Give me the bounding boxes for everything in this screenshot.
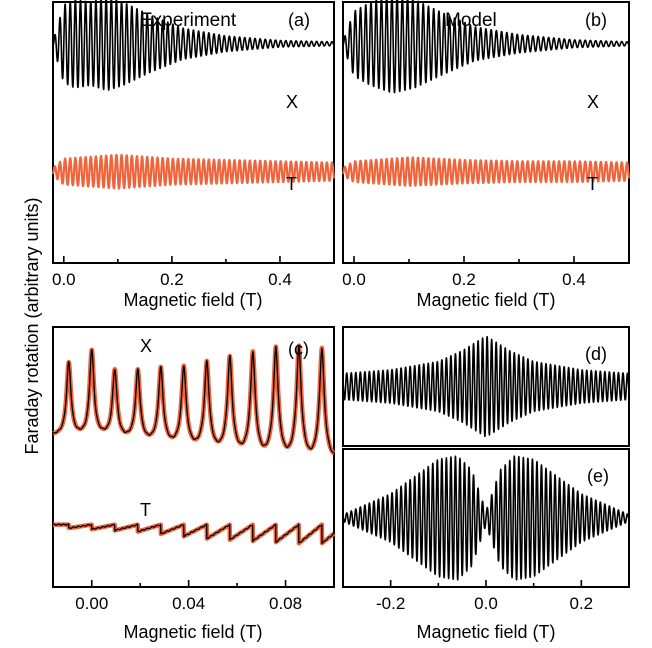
panel-e-x-tick-label: 0.2 xyxy=(570,594,594,613)
panel-a-title: Experiment xyxy=(140,10,237,31)
panel-b-series-x-label: X xyxy=(587,92,599,112)
panel-a-series-t-line xyxy=(51,153,336,190)
panel-b-label: (b) xyxy=(585,10,607,30)
panel-a-series-x-label: X xyxy=(286,92,298,112)
panel-e: -0.2 0.0 0.2 (e) Magnetic field (T) xyxy=(342,448,630,642)
panel-a-label: (a) xyxy=(288,10,310,30)
panel-c-label: (c) xyxy=(288,339,309,359)
panel-b-x-tick-label: 0.2 xyxy=(452,270,476,289)
panel-b-x-tick-label: 0.0 xyxy=(342,270,366,289)
panel-d-series-trace-line xyxy=(342,335,630,438)
panel-a-x-tick-label: 0.0 xyxy=(52,270,76,289)
panel-b-x-tick-label: 0.4 xyxy=(562,270,586,289)
panel-a-series-x-line xyxy=(52,0,335,91)
panel-e-x-tick-label: -0.2 xyxy=(376,594,405,613)
panel-c-series-x-experiment-line xyxy=(52,344,335,454)
panel-d-label: (d) xyxy=(585,344,607,364)
panel-c-x-tick-label: 0.00 xyxy=(75,594,108,613)
panel-c-series-t-model-line xyxy=(50,522,337,546)
panel-c: 0.00 0.04 0.08 (c) X T Magnetic field (T) xyxy=(50,326,337,642)
panel-b-series-t-line xyxy=(341,156,631,187)
panel-e-series-trace-line xyxy=(342,455,630,581)
panel-e-x-axis-label: Magnetic field (T) xyxy=(416,622,555,642)
panel-e-label: (e) xyxy=(587,466,609,486)
panel-c-x-tick-label: 0.04 xyxy=(172,594,205,613)
panel-a: 0.0 0.2 0.4 Experiment (a) X T Magnetic fi… xyxy=(51,0,336,310)
panel-a-x-tick-label: 0.4 xyxy=(268,270,292,289)
panel-c-frame xyxy=(52,326,335,588)
panel-e-x-tick-label: 0.0 xyxy=(474,594,498,613)
panel-b-frame xyxy=(342,1,630,264)
panel-b: 0.0 0.2 0.4 Model (b) X T Magnetic field (… xyxy=(341,0,631,310)
panel-a-frame xyxy=(52,1,335,264)
panel-c-series-x-label: X xyxy=(140,336,152,356)
y-axis-label: Faraday rotation (arbitrary units) xyxy=(22,197,42,454)
panel-c-x-tick-label: 0.08 xyxy=(269,594,302,613)
panel-c-series-t-label: T xyxy=(140,500,151,520)
panel-d: (d) xyxy=(342,326,630,447)
panel-b-x-axis-label: Magnetic field (T) xyxy=(416,290,555,310)
panel-a-series-t-label: T xyxy=(286,174,297,194)
panel-b-series-t-label: T xyxy=(587,174,598,194)
panel-b-series-x-line xyxy=(342,0,630,94)
panel-c-x-axis-label: Magnetic field (T) xyxy=(123,622,262,642)
panel-a-x-tick-label: 0.2 xyxy=(160,270,184,289)
panel-a-x-axis-label: Magnetic field (T) xyxy=(123,290,262,310)
panel-b-title: Model xyxy=(445,10,497,31)
panel-c-series-t-experiment-line xyxy=(52,523,335,545)
